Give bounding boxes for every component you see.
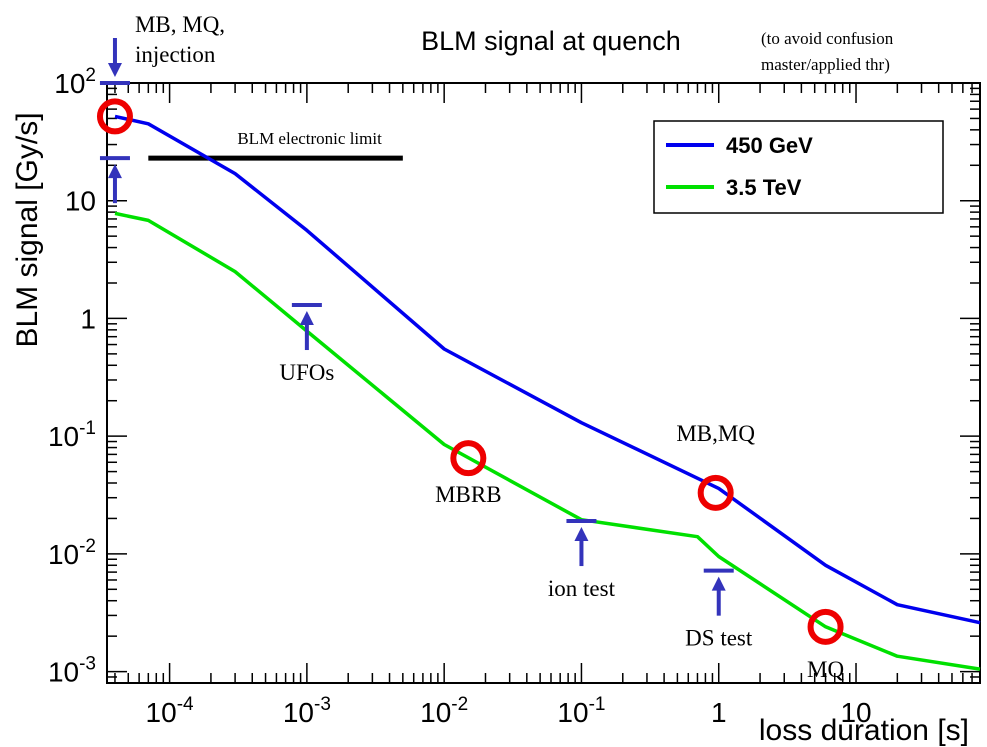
- quench-marker-circle: [450, 440, 487, 477]
- x-tick-label: 10-2: [420, 694, 468, 728]
- arrow-label: UFOs: [279, 360, 334, 385]
- x-tick-label: 10: [840, 697, 871, 728]
- chart-title: BLM signal at quench: [421, 26, 681, 56]
- x-tick-label-base: 1: [711, 697, 727, 728]
- arrow-head-up: [574, 527, 589, 542]
- x-tick-label-base: 10: [557, 697, 588, 728]
- series-line-0: [114, 114, 981, 625]
- legend-box: [653, 120, 944, 214]
- quench-marker-circle: [96, 98, 133, 135]
- chart-subtitle-line-1: (to avoid confusion: [761, 29, 894, 48]
- arrow-label: MB, MQ,: [135, 12, 225, 37]
- arrow-label: ion test: [548, 576, 616, 601]
- y-tick-label-exponent: -3: [79, 654, 96, 675]
- x-tick-label-exponent: -3: [314, 694, 331, 715]
- x-tick-label-exponent: -2: [451, 694, 468, 715]
- y-tick-label-exponent: 2: [85, 65, 96, 86]
- x-axis-label: loss duration [s]: [759, 714, 969, 747]
- x-tick-label-base: 10: [840, 697, 871, 728]
- arrow-label: DS test: [685, 626, 753, 651]
- y-tick-label-base: 10: [48, 421, 79, 452]
- arrow-head-up: [711, 576, 726, 591]
- y-tick-label-base: 10: [54, 68, 85, 99]
- y-tick-label: 10: [65, 186, 96, 217]
- annotation-label: MQ: [807, 657, 844, 682]
- y-tick-label: 10-1: [48, 418, 96, 452]
- x-tick-label: 10-4: [146, 694, 194, 728]
- chart-subtitle-line-2: master/applied thr): [761, 55, 890, 74]
- x-tick-label: 1: [711, 697, 727, 728]
- arrow-head-up: [107, 164, 122, 179]
- x-tick-label-exponent: -1: [589, 694, 606, 715]
- quench-marker-circle: [807, 608, 844, 645]
- x-tick-label: 10-1: [557, 694, 605, 728]
- arrow-label: injection: [135, 42, 216, 67]
- y-tick-label-base: 10: [48, 539, 79, 570]
- y-tick-label-exponent: -1: [79, 418, 96, 439]
- x-tick-label-base: 10: [146, 697, 177, 728]
- y-tick-label-base: 10: [48, 657, 79, 688]
- y-axis-label: BLM signal [Gy/s]: [11, 112, 44, 347]
- y-tick-label-base: 1: [80, 303, 96, 334]
- y-tick-label-exponent: -2: [79, 536, 96, 557]
- arrow-head-down: [107, 63, 122, 77]
- x-tick-label-exponent: -4: [177, 694, 194, 715]
- annotation-label: MB,MQ: [676, 421, 755, 446]
- legend-entry-0: 450 GeV: [726, 133, 813, 158]
- y-tick-label: 102: [54, 65, 96, 99]
- y-tick-label-base: 10: [65, 186, 96, 217]
- electronic-limit-label: BLM electronic limit: [237, 129, 382, 148]
- x-tick-label: 10-3: [283, 694, 331, 728]
- y-tick-label: 10-3: [48, 654, 96, 688]
- quench-marker-circle: [697, 474, 734, 511]
- plot-frame: [106, 82, 981, 684]
- legend-entry-1: 3.5 TeV: [726, 175, 802, 200]
- x-tick-label-base: 10: [283, 697, 314, 728]
- arrow-head-up: [299, 311, 314, 326]
- annotation-label: MBRB: [435, 482, 501, 507]
- y-tick-label: 1: [80, 303, 96, 334]
- x-tick-label-base: 10: [420, 697, 451, 728]
- y-tick-label: 10-2: [48, 536, 96, 570]
